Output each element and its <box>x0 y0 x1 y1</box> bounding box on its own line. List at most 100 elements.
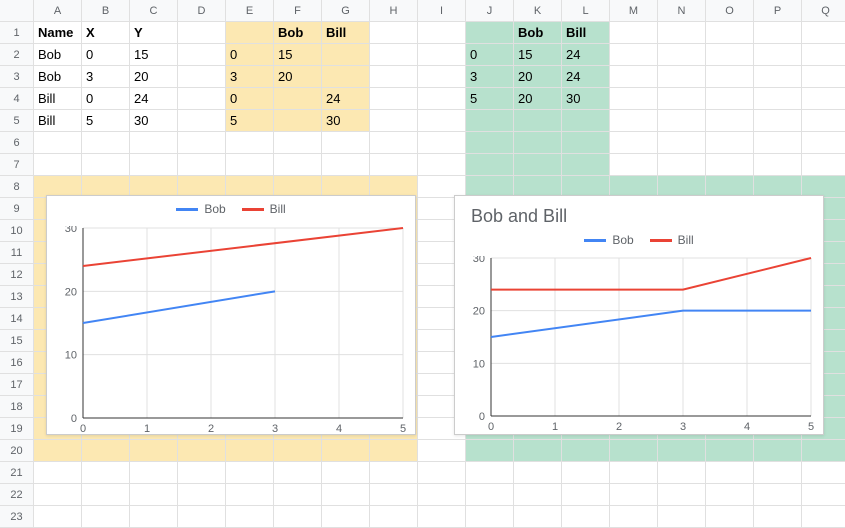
cell-O2[interactable] <box>706 44 754 66</box>
cell-J23[interactable] <box>466 506 514 528</box>
cell-K21[interactable] <box>514 462 562 484</box>
cell-I2[interactable] <box>418 44 466 66</box>
row-header-3[interactable]: 3 <box>0 66 34 88</box>
cell-M21[interactable] <box>610 462 658 484</box>
cell-L23[interactable] <box>562 506 610 528</box>
cell-F20[interactable] <box>274 440 322 462</box>
cell-G1[interactable]: Bill <box>322 22 370 44</box>
cell-H6[interactable] <box>370 132 418 154</box>
cell-P4[interactable] <box>754 88 802 110</box>
cell-G3[interactable] <box>322 66 370 88</box>
cell-P5[interactable] <box>754 110 802 132</box>
col-header-I[interactable]: I <box>418 0 466 22</box>
col-header-A[interactable]: A <box>34 0 82 22</box>
cell-N23[interactable] <box>658 506 706 528</box>
col-header-D[interactable]: D <box>178 0 226 22</box>
cell-Q20[interactable] <box>802 440 845 462</box>
row-header-1[interactable]: 1 <box>0 22 34 44</box>
col-header-E[interactable]: E <box>226 0 274 22</box>
cell-M6[interactable] <box>610 132 658 154</box>
cell-E1[interactable] <box>226 22 274 44</box>
cell-L6[interactable] <box>562 132 610 154</box>
cell-P20[interactable] <box>754 440 802 462</box>
cell-I21[interactable] <box>418 462 466 484</box>
row-header-2[interactable]: 2 <box>0 44 34 66</box>
cell-A21[interactable] <box>34 462 82 484</box>
cell-K4[interactable]: 20 <box>514 88 562 110</box>
cell-J7[interactable] <box>466 154 514 176</box>
cell-L4[interactable]: 30 <box>562 88 610 110</box>
cell-A6[interactable] <box>34 132 82 154</box>
cell-M7[interactable] <box>610 154 658 176</box>
cell-P21[interactable] <box>754 462 802 484</box>
col-header-Q[interactable]: Q <box>802 0 845 22</box>
cell-B22[interactable] <box>82 484 130 506</box>
cell-E6[interactable] <box>226 132 274 154</box>
row-header-7[interactable]: 7 <box>0 154 34 176</box>
row-header-14[interactable]: 14 <box>0 308 34 330</box>
cell-K1[interactable]: Bob <box>514 22 562 44</box>
cell-O6[interactable] <box>706 132 754 154</box>
col-header-G[interactable]: G <box>322 0 370 22</box>
col-header-K[interactable]: K <box>514 0 562 22</box>
col-header-O[interactable]: O <box>706 0 754 22</box>
cell-L21[interactable] <box>562 462 610 484</box>
cell-C23[interactable] <box>130 506 178 528</box>
cell-J21[interactable] <box>466 462 514 484</box>
cell-D4[interactable] <box>178 88 226 110</box>
cell-P22[interactable] <box>754 484 802 506</box>
cell-J2[interactable]: 0 <box>466 44 514 66</box>
cell-G21[interactable] <box>322 462 370 484</box>
chart-right[interactable]: Bob and Bill Bob Bill 0102030012345 <box>454 195 824 435</box>
cell-Q4[interactable] <box>802 88 845 110</box>
cell-I20[interactable] <box>418 440 466 462</box>
cell-O1[interactable] <box>706 22 754 44</box>
cell-H22[interactable] <box>370 484 418 506</box>
cell-I1[interactable] <box>418 22 466 44</box>
row-header-18[interactable]: 18 <box>0 396 34 418</box>
cell-O3[interactable] <box>706 66 754 88</box>
cell-G5[interactable]: 30 <box>322 110 370 132</box>
cell-D21[interactable] <box>178 462 226 484</box>
cell-F21[interactable] <box>274 462 322 484</box>
cell-F23[interactable] <box>274 506 322 528</box>
cell-Q6[interactable] <box>802 132 845 154</box>
cell-B5[interactable]: 5 <box>82 110 130 132</box>
cell-C3[interactable]: 20 <box>130 66 178 88</box>
cell-O4[interactable] <box>706 88 754 110</box>
cell-A4[interactable]: Bill <box>34 88 82 110</box>
cell-D6[interactable] <box>178 132 226 154</box>
col-header-M[interactable]: M <box>610 0 658 22</box>
cell-E2[interactable]: 0 <box>226 44 274 66</box>
cell-H21[interactable] <box>370 462 418 484</box>
cell-J20[interactable] <box>466 440 514 462</box>
cell-A20[interactable] <box>34 440 82 462</box>
cell-Q2[interactable] <box>802 44 845 66</box>
cell-O23[interactable] <box>706 506 754 528</box>
cell-K22[interactable] <box>514 484 562 506</box>
cell-H3[interactable] <box>370 66 418 88</box>
cell-K3[interactable]: 20 <box>514 66 562 88</box>
cell-M23[interactable] <box>610 506 658 528</box>
cell-N20[interactable] <box>658 440 706 462</box>
cell-H23[interactable] <box>370 506 418 528</box>
row-header-20[interactable]: 20 <box>0 440 34 462</box>
col-header-C[interactable]: C <box>130 0 178 22</box>
cell-I6[interactable] <box>418 132 466 154</box>
cell-E5[interactable]: 5 <box>226 110 274 132</box>
cell-M2[interactable] <box>610 44 658 66</box>
cell-D2[interactable] <box>178 44 226 66</box>
cell-D23[interactable] <box>178 506 226 528</box>
cell-E7[interactable] <box>226 154 274 176</box>
row-header-21[interactable]: 21 <box>0 462 34 484</box>
cell-F3[interactable]: 20 <box>274 66 322 88</box>
cell-J3[interactable]: 3 <box>466 66 514 88</box>
cell-F5[interactable] <box>274 110 322 132</box>
cell-H20[interactable] <box>370 440 418 462</box>
cell-J5[interactable] <box>466 110 514 132</box>
row-header-23[interactable]: 23 <box>0 506 34 528</box>
cell-K2[interactable]: 15 <box>514 44 562 66</box>
cell-P2[interactable] <box>754 44 802 66</box>
cell-N5[interactable] <box>658 110 706 132</box>
cell-B3[interactable]: 3 <box>82 66 130 88</box>
